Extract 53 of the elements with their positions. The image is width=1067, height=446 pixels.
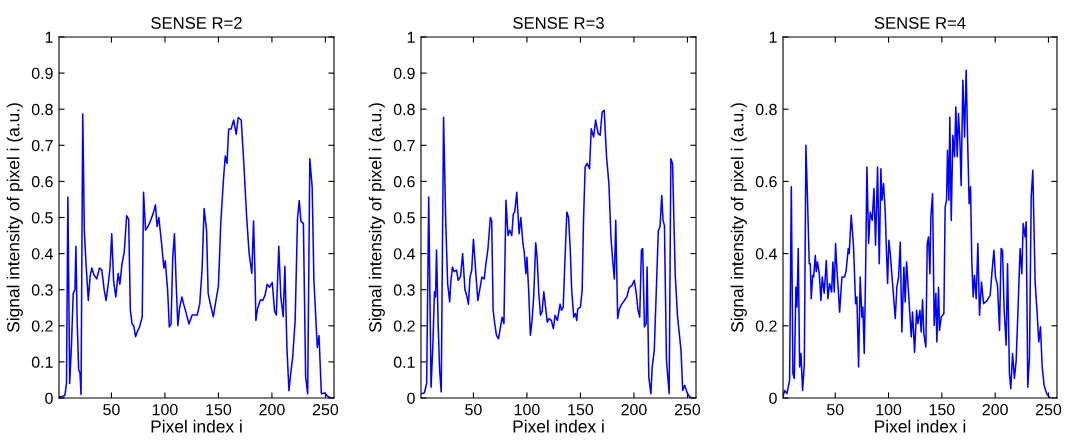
x-tick-label: 200: [621, 403, 647, 416]
y-tick-label: 0: [407, 392, 415, 404]
y-tick-label: 0.6: [31, 176, 53, 188]
chart-title: SENSE R=2: [151, 17, 242, 29]
y-tick-label: 1: [407, 31, 415, 43]
y-tick-label: 0.4: [393, 248, 415, 260]
y-axis-title: Signal intensity of pixel i (a.u.): [368, 103, 385, 333]
y-tick-label: 0: [769, 392, 777, 404]
y-tick-label: 0.2: [31, 320, 53, 332]
x-axis-title: Pixel index i: [875, 419, 966, 433]
x-tick-label: 200: [982, 403, 1008, 416]
y-tick-label: 0.6: [393, 176, 415, 188]
y-tick-label: 0: [45, 392, 53, 404]
y-tick-label: 0.7: [31, 139, 53, 152]
x-tick-label: 50: [827, 403, 844, 416]
y-tick-label: 0.8: [393, 103, 415, 116]
y-tick-label: 0.3: [31, 284, 53, 296]
chart-title: SENSE R=4: [874, 17, 966, 29]
y-tick-label: 0.3: [393, 284, 415, 296]
x-tick-label: 150: [206, 403, 232, 416]
y-tick-label: 0.4: [31, 248, 53, 260]
y-tick-label: 0.1: [393, 356, 415, 368]
x-tick-label: 100: [514, 403, 540, 416]
x-axis-title: Pixel index i: [151, 419, 242, 433]
x-tick-label: 250: [674, 403, 701, 416]
x-tick-label: 100: [152, 403, 178, 416]
y-tick-label: 0.2: [755, 320, 777, 332]
y-tick-label: 0.7: [393, 139, 415, 152]
x-tick-label: 250: [312, 403, 339, 416]
y-tick-label: 1: [769, 31, 777, 43]
y-tick-label: 0.8: [755, 103, 777, 116]
x-tick-label: 200: [259, 403, 285, 416]
y-tick-label: 0.5: [31, 212, 53, 224]
x-tick-label: 150: [929, 403, 955, 416]
x-tick-label: 100: [876, 403, 902, 416]
x-tick-label: 50: [103, 403, 120, 416]
y-tick-label: 0.6: [755, 176, 777, 188]
y-tick-label: 1: [45, 31, 53, 43]
x-tick-label: 50: [465, 403, 482, 416]
line-series: [783, 69, 1051, 398]
chart-title: SENSE R=3: [513, 17, 604, 29]
y-tick-label: 0.8: [31, 103, 53, 116]
y-tick-label: 0.1: [31, 356, 53, 368]
y-tick-label: 0.9: [393, 67, 415, 80]
x-axis-title: Pixel index i: [513, 419, 604, 433]
x-tick-label: 150: [568, 403, 594, 416]
y-axis-title: Signal intensity of pixel i (a.u.): [730, 103, 747, 333]
y-tick-label: 0.4: [755, 248, 777, 260]
y-tick-label: 0.2: [393, 320, 415, 332]
y-tick-label: 0.5: [393, 212, 415, 224]
y-axis-title: Signal intensity of pixel i (a.u.): [6, 103, 23, 333]
y-tick-label: 0.9: [31, 67, 53, 80]
x-tick-label: 250: [1035, 403, 1062, 416]
